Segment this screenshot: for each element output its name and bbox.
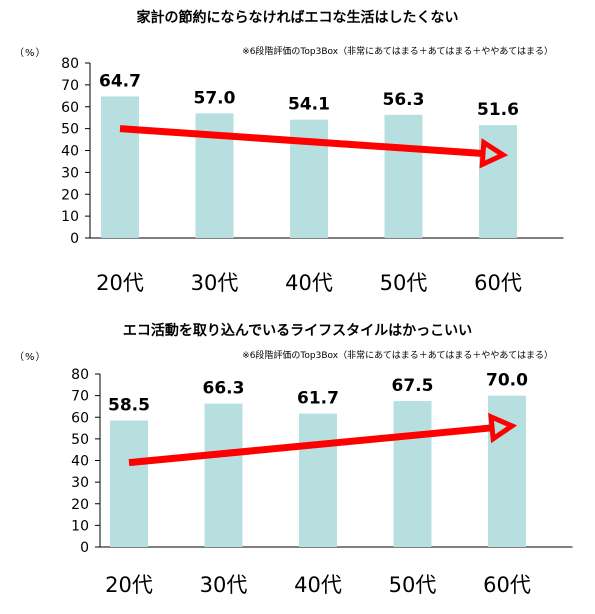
y-tick-label: 70 <box>61 78 79 94</box>
y-unit-label: （%） <box>14 352 47 363</box>
trend-arrow-shaft <box>119 125 484 157</box>
data-label: 51.6 <box>477 100 519 120</box>
bar <box>204 403 243 547</box>
bar <box>393 401 432 547</box>
data-label: 57.0 <box>194 88 236 108</box>
trend-arrow-shaft <box>128 424 493 467</box>
y-tick-label: 40 <box>71 454 89 470</box>
y-tick-label: 80 <box>71 367 89 383</box>
y-tick-label: 40 <box>61 144 79 160</box>
x-category-label: 20代 <box>96 271 144 295</box>
y-tick-label: 20 <box>71 497 89 513</box>
y-unit-label: （%） <box>14 48 47 59</box>
x-category-label: 30代 <box>200 573 248 597</box>
y-tick-label: 10 <box>61 209 79 225</box>
y-tick-label: 50 <box>71 432 89 448</box>
y-tick-label: 30 <box>71 475 89 491</box>
x-category-label: 60代 <box>483 573 531 597</box>
bar <box>299 413 337 547</box>
bar <box>384 114 423 238</box>
data-label: 70.0 <box>486 371 528 391</box>
chart-title: エコ活動を取り込んでいるライフスタイルはかっこいい <box>122 323 473 339</box>
y-tick-label: 30 <box>61 165 79 181</box>
data-label: 64.7 <box>99 71 141 91</box>
y-tick-label: 70 <box>71 389 89 405</box>
chart-title: 家計の節約にならなければエコな生活はしたくない <box>136 10 459 26</box>
y-tick-label: 0 <box>70 231 79 247</box>
data-label: 56.3 <box>383 90 425 110</box>
x-category-label: 50代 <box>389 573 437 597</box>
data-label: 66.3 <box>203 379 245 399</box>
bar <box>101 96 139 238</box>
x-category-label: 30代 <box>191 271 239 295</box>
trend-arrow-head <box>488 412 518 444</box>
bar <box>110 420 148 547</box>
x-category-label: 20代 <box>105 573 153 597</box>
x-category-label: 50代 <box>380 271 428 295</box>
y-tick-label: 80 <box>61 56 79 72</box>
y-tick-label: 50 <box>61 122 79 138</box>
x-category-label: 40代 <box>285 271 333 295</box>
y-tick-label: 60 <box>71 410 89 426</box>
chart-panel-1: 家計の節約にならなければエコな生活はしたくない （%） ※6段階評価のTop3B… <box>14 10 564 295</box>
y-tick-label: 60 <box>61 100 79 116</box>
data-label: 61.7 <box>297 389 339 409</box>
chart-panel-2: エコ活動を取り込んでいるライフスタイルはかっこいい （%） ※6段階評価のTop… <box>0 307 595 614</box>
chart-note: ※6段階評価のTop3Box（非常にあてはまる＋あてはまる＋ややあてはまる） <box>242 47 553 57</box>
data-label: 54.1 <box>288 95 330 115</box>
y-tick-label: 0 <box>80 540 89 556</box>
x-category-label: 60代 <box>474 271 522 295</box>
bar-chart: 0 10 20 30 40 50 60 70 80 64.7 20代 57.0 30代 54.1 40代 56… <box>61 56 564 295</box>
x-category-label: 40代 <box>294 573 342 597</box>
chart-note: ※6段階評価のTop3Box（非常にあてはまる＋あてはまる＋ややあてはまる） <box>242 351 553 361</box>
bar-chart: 0 10 20 30 40 50 60 70 80 58.5 20代 66.3 30代 61.7 40代 67… <box>71 367 573 597</box>
y-tick-label: 20 <box>61 187 79 203</box>
y-tick-label: 10 <box>71 518 89 534</box>
trend-arrow-head <box>479 138 509 169</box>
data-label: 67.5 <box>392 376 434 396</box>
data-label: 58.5 <box>108 395 150 415</box>
